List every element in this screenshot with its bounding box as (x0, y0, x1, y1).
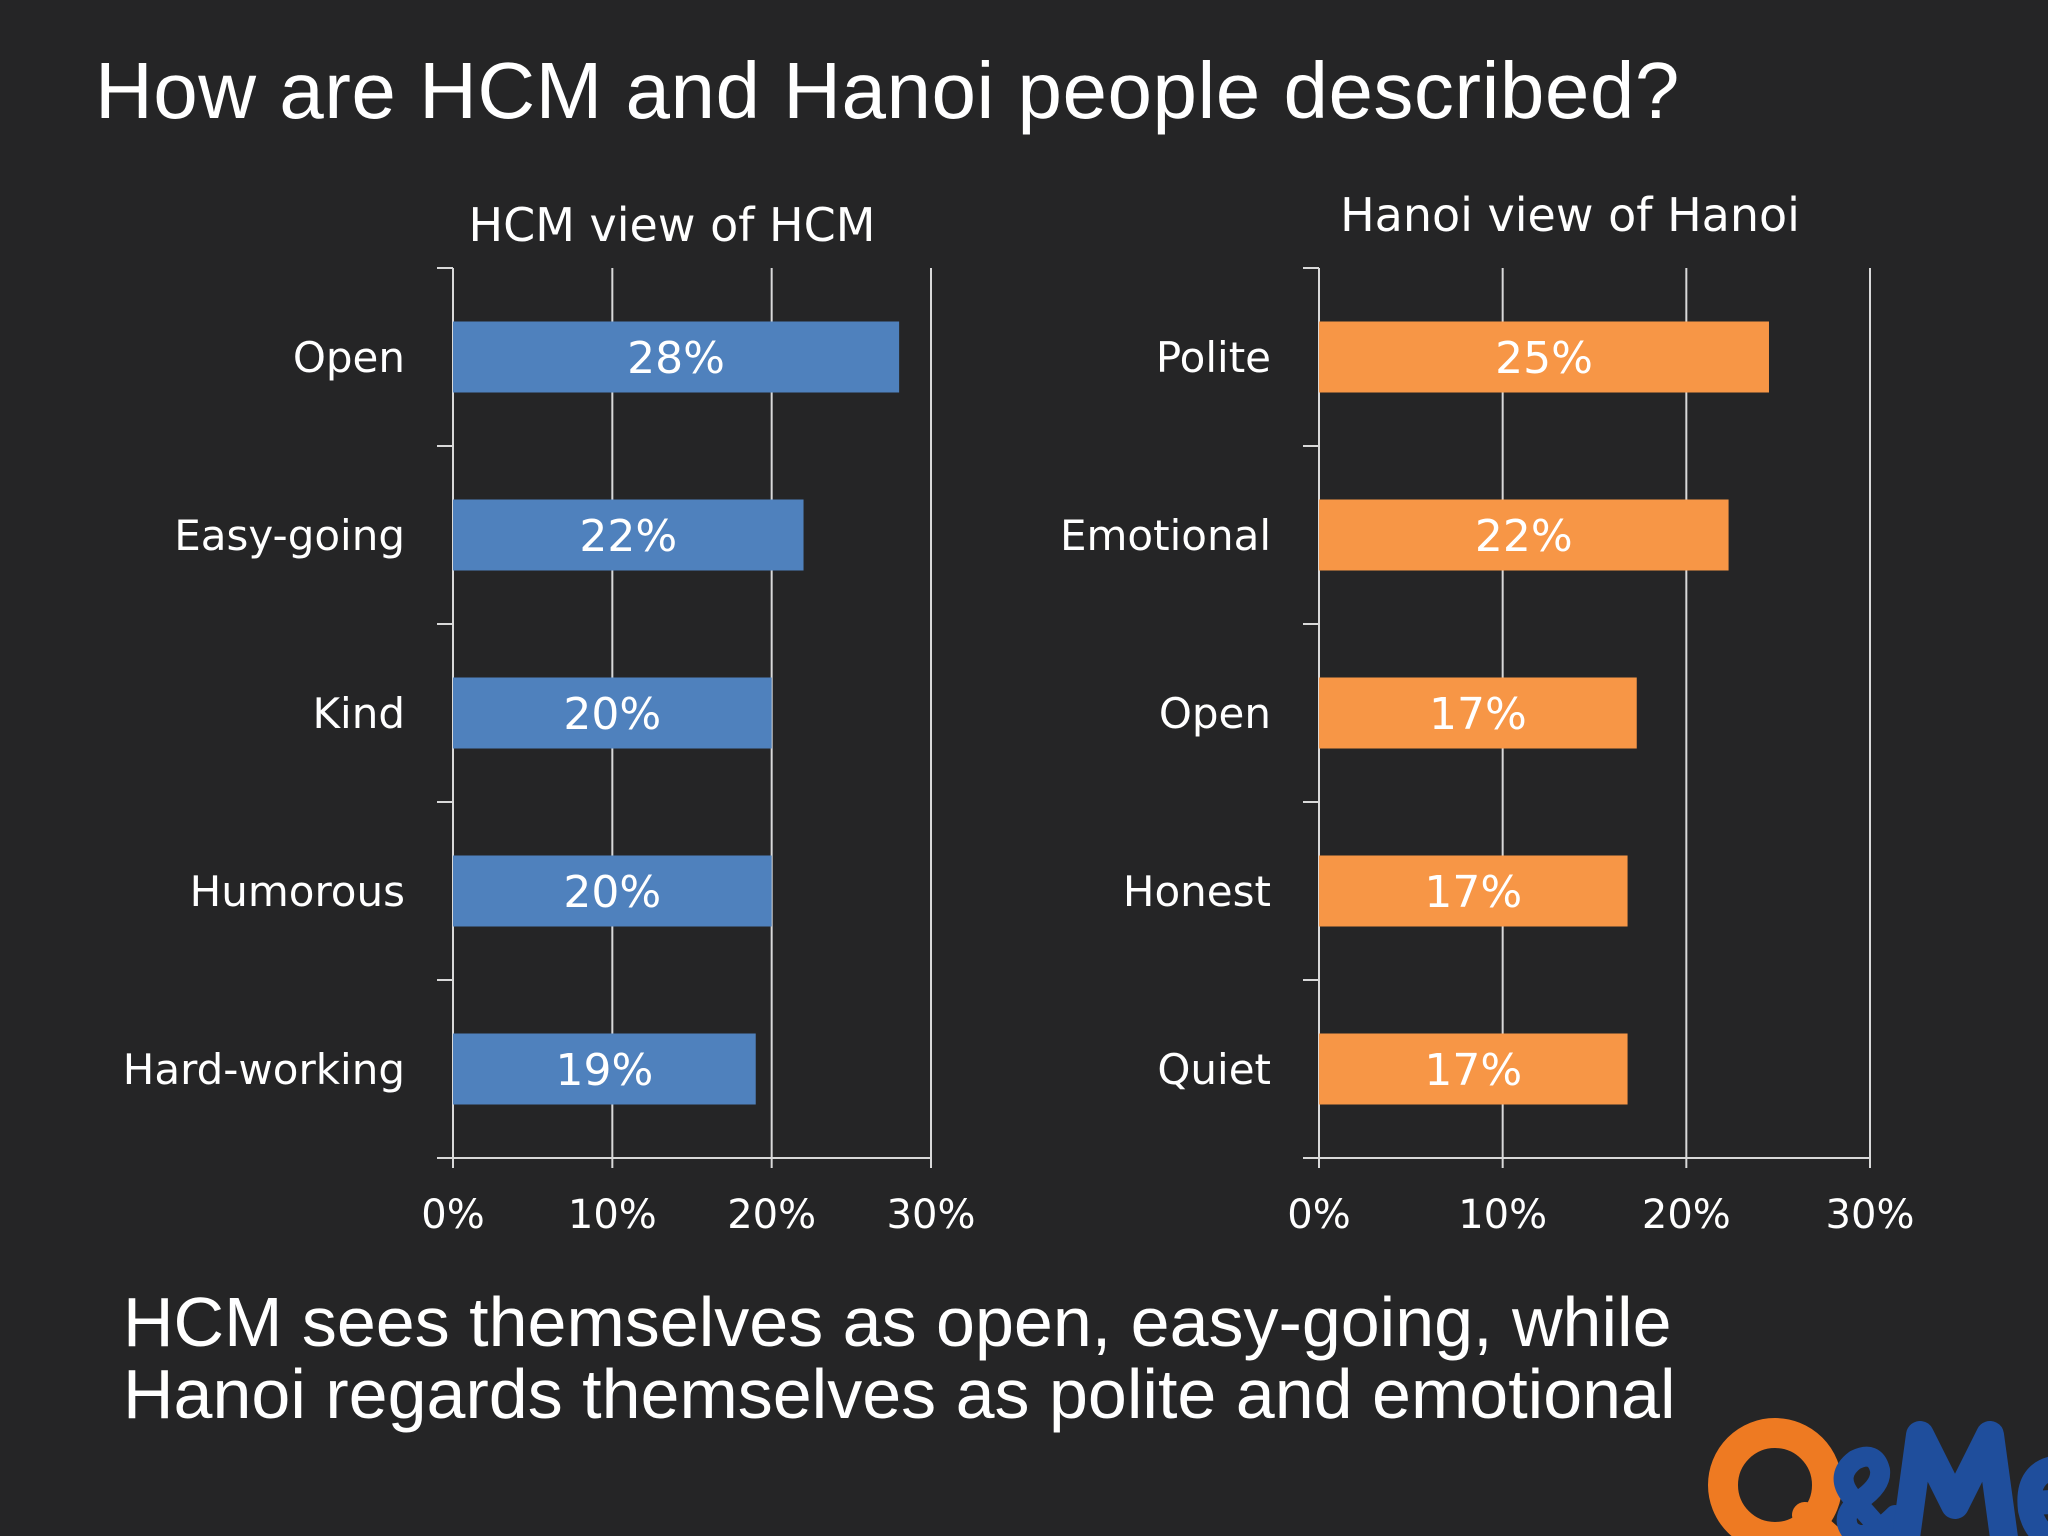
x-tick-label: 30% (887, 1192, 976, 1238)
bar-value-label: 28% (627, 333, 725, 384)
chart-title: HCM view of HCM (469, 198, 876, 252)
category-label: Open (1159, 689, 1271, 738)
category-label: Open (293, 333, 405, 382)
x-tick-label: 30% (1826, 1192, 1915, 1238)
bar-value-label: 17% (1429, 689, 1527, 740)
bar (453, 855, 772, 927)
category-label: Humorous (190, 867, 405, 916)
slide-caption: HCM sees themselves as open, easy-going,… (123, 1286, 1676, 1430)
x-tick-label: 10% (1458, 1192, 1547, 1238)
category-label: Kind (313, 689, 406, 738)
bar-value-label: 25% (1495, 333, 1593, 384)
bar-value-label: 20% (563, 867, 661, 918)
bar-value-label: 22% (579, 511, 677, 562)
bar (1319, 855, 1628, 927)
category-label: Polite (1156, 333, 1271, 382)
bar (1319, 1033, 1628, 1105)
chart-title: Hanoi view of Hanoi (1340, 188, 1800, 242)
qme-logo (1700, 1405, 2048, 1536)
bar (1319, 677, 1637, 749)
bar-value-label: 19% (555, 1045, 653, 1096)
caption-line-2: Hanoi regards themselves as polite and e… (123, 1355, 1676, 1433)
qme-logo-mark (1708, 1418, 2048, 1536)
slide-title: How are HCM and Hanoi people described? (95, 46, 1680, 135)
bar-value-label: 20% (563, 689, 661, 740)
bar-value-label: 22% (1475, 511, 1573, 562)
bar (1319, 499, 1729, 571)
caption-line-1: HCM sees themselves as open, easy-going,… (123, 1283, 1672, 1361)
category-label: Hard-working (123, 1045, 405, 1094)
x-tick-label: 0% (421, 1192, 484, 1238)
x-tick-label: 20% (727, 1192, 816, 1238)
x-tick-label: 20% (1642, 1192, 1731, 1238)
x-tick-label: 0% (1287, 1192, 1350, 1238)
category-label: Quiet (1157, 1045, 1271, 1094)
bar (453, 321, 900, 393)
bar (453, 1033, 756, 1105)
bar (453, 499, 804, 571)
x-tick-label: 10% (568, 1192, 657, 1238)
bar (453, 677, 772, 749)
bar-value-label: 17% (1424, 867, 1522, 918)
bar (1319, 321, 1769, 393)
category-label: Honest (1123, 867, 1271, 916)
chart-hcm-view-of-hcm: HCM view of HCM 0% 10% 20% 30% 28% Open 22% Easy… (123, 198, 976, 1238)
chart-hanoi-view-of-hanoi: Hanoi view of Hanoi 0% 10% 20% 30% 25% Polite 2… (1060, 188, 1914, 1238)
bar-value-label: 17% (1424, 1045, 1522, 1096)
category-label: Easy-going (174, 511, 405, 560)
category-label: Emotional (1060, 511, 1271, 560)
